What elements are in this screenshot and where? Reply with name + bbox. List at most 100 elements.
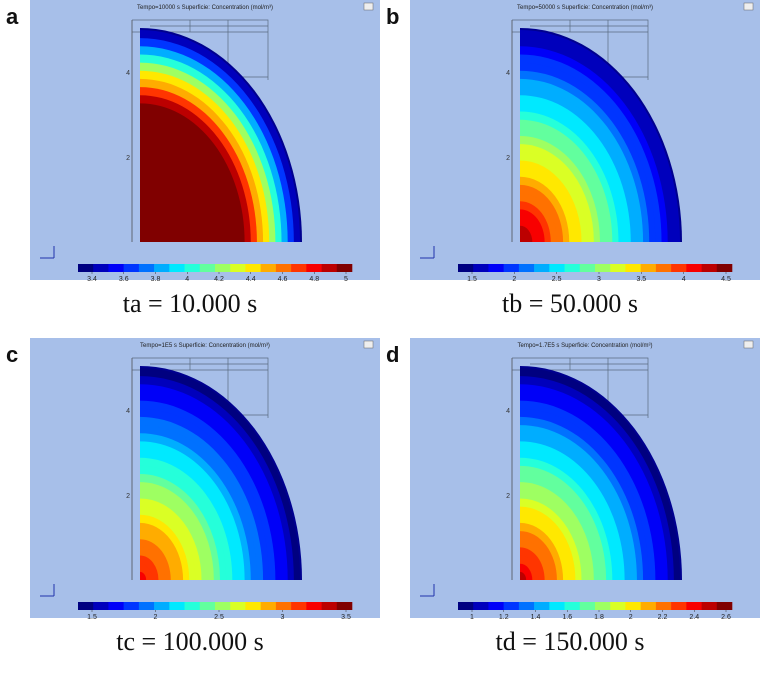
colorbar-segment	[488, 602, 504, 610]
colorbar-segment	[534, 602, 550, 610]
colorbar-segment	[579, 264, 596, 272]
colorbar-segment	[473, 602, 489, 610]
axis-tick-label: 4	[126, 408, 130, 415]
axis-tick-label: 2	[126, 155, 130, 162]
colorbar-segment	[260, 602, 277, 610]
colorbar-segment	[655, 264, 672, 272]
colorbar-tick-label: 2	[629, 614, 633, 621]
colorbar-segment	[610, 602, 626, 610]
colorbar-segment	[306, 602, 322, 610]
colorbar-segment	[291, 264, 307, 272]
panel: Tempo=1.7E5 s Superficie: Concentration …	[410, 338, 760, 656]
caption: ta = 10.000 s	[123, 289, 258, 318]
colorbar-segment	[260, 264, 277, 272]
colorbar-segment	[321, 264, 338, 272]
colorbar-segment	[123, 264, 140, 272]
colorbar-tick-label: 2.5	[214, 614, 224, 621]
colorbar-tick-label: 2.6	[721, 614, 731, 621]
colorbar-tick-label: 1	[470, 614, 474, 621]
colorbar-tick-label: 4.6	[278, 276, 288, 283]
plot-header: Tempo=50000 s Superficie: Concentration …	[517, 5, 653, 11]
triad	[40, 246, 55, 259]
colorbar-segment	[154, 264, 170, 272]
colorbar-segment	[671, 264, 687, 272]
colorbar-segment	[655, 602, 672, 610]
caption: td = 150.000 s	[495, 627, 644, 656]
colorbar-tick-label: 3.8	[151, 276, 161, 283]
icon	[743, 340, 754, 349]
colorbar-tick-label: 3.5	[341, 614, 351, 621]
colorbar-tick-label: 3.5	[636, 276, 646, 283]
axis-tick-label: 2	[506, 493, 510, 500]
colorbar-tick-label: 4	[185, 276, 189, 283]
colorbar-segment	[184, 602, 201, 610]
plot-header: Tempo=1E5 s Superficie: Concentration (m…	[140, 343, 270, 349]
colorbar-segment	[306, 264, 322, 272]
triad	[40, 584, 55, 597]
colorbar-tick-label: 2.2	[658, 614, 668, 621]
panel-letter: b	[386, 4, 399, 29]
concentration-band	[140, 233, 147, 242]
caption: tc = 100.000 s	[116, 627, 264, 656]
colorbar-segment	[503, 264, 520, 272]
colorbar-tick-label: 4.8	[309, 276, 319, 283]
colorbar-segment	[610, 264, 626, 272]
colorbar-tick-label: 4.2	[214, 276, 224, 283]
colorbar-segment	[108, 602, 124, 610]
colorbar-segment	[625, 602, 641, 610]
colorbar-tick-label: 5	[344, 276, 348, 283]
colorbar-tick-label: 3.4	[87, 276, 97, 283]
colorbar-segment	[534, 264, 550, 272]
colorbar-segment	[458, 264, 474, 272]
panel-letter: c	[6, 342, 18, 367]
colorbar-tick-label: 3.6	[119, 276, 129, 283]
colorbar-segment	[154, 602, 170, 610]
axis-tick-label: 4	[506, 408, 510, 415]
colorbar-segment	[686, 602, 702, 610]
panel-letter: a	[6, 4, 19, 29]
colorbar-tick-label: 1.5	[87, 614, 97, 621]
colorbar-segment	[123, 602, 140, 610]
colorbar-segment	[169, 264, 185, 272]
caption: tb = 50.000 s	[502, 289, 638, 318]
colorbar-segment	[245, 264, 261, 272]
colorbar-segment	[93, 602, 109, 610]
colorbar-segment	[564, 264, 581, 272]
colorbar-tick-label: 1.2	[499, 614, 509, 621]
concentration-band	[140, 571, 147, 580]
colorbar-segment	[518, 264, 535, 272]
colorbar-segment	[138, 602, 155, 610]
colorbar-segment	[215, 264, 231, 272]
colorbar-segment	[716, 264, 733, 272]
colorbar-tick-label: 1.6	[562, 614, 572, 621]
colorbar-segment	[336, 264, 353, 272]
colorbar-segment	[701, 602, 718, 610]
colorbar-segment	[108, 264, 124, 272]
colorbar-segment	[93, 264, 109, 272]
colorbar-segment	[564, 602, 581, 610]
colorbar-tick-label: 4	[682, 276, 686, 283]
panel: Tempo=50000 s Superficie: Concentration …	[410, 0, 760, 318]
colorbar-segment	[199, 264, 216, 272]
colorbar-segment	[716, 602, 733, 610]
colorbar-segment	[701, 264, 718, 272]
colorbar-segment	[199, 602, 216, 610]
icon	[363, 340, 374, 349]
icon	[743, 2, 754, 11]
colorbar-segment	[138, 264, 155, 272]
colorbar-tick-label: 4.5	[721, 276, 731, 283]
colorbar-tick-label: 1.8	[594, 614, 604, 621]
colorbar-segment	[671, 602, 687, 610]
colorbar-tick-label: 1.4	[531, 614, 541, 621]
colorbar-segment	[78, 602, 94, 610]
colorbar-segment	[230, 602, 246, 610]
concentration-band	[520, 233, 527, 242]
colorbar-segment	[640, 264, 657, 272]
colorbar-segment	[488, 264, 504, 272]
colorbar-tick-label: 2	[154, 614, 158, 621]
colorbar-segment	[549, 264, 565, 272]
colorbar-segment	[595, 602, 611, 610]
triad	[420, 246, 435, 259]
colorbar-segment	[579, 602, 596, 610]
